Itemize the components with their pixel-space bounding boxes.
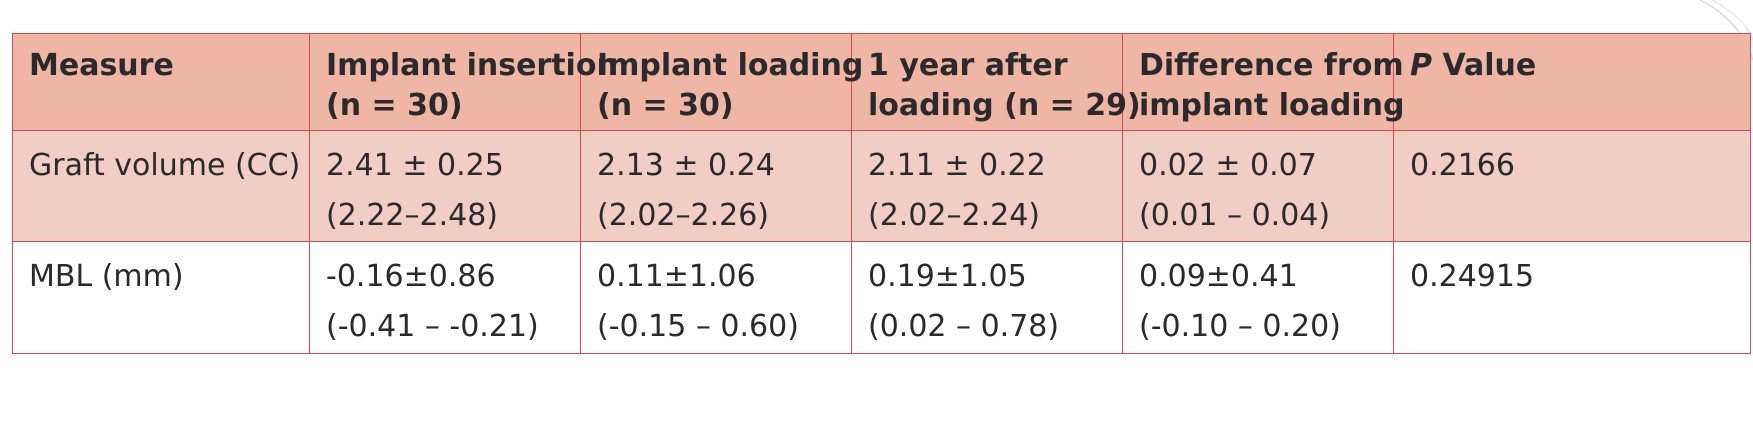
header-label: 1 year after: [868, 48, 1068, 83]
value-cell: 2.13 ± 0.24 (2.02–2.26): [580, 130, 852, 242]
measure-cell: Graft volume (CC): [12, 130, 310, 242]
header-measure: Measure: [12, 33, 310, 131]
measure-label: MBL (mm): [29, 259, 184, 294]
header-label: P Value: [1410, 46, 1734, 86]
value-cell: 0.02 ± 0.07 (0.01 – 0.04): [1122, 130, 1394, 242]
header-difference: Difference from implant loading: [1122, 33, 1405, 131]
header-sublabel: implant loading: [1139, 88, 1405, 123]
header-implant-insertion: Implant insertion (n = 30): [309, 33, 618, 131]
results-table: Measure Implant insertion (n = 30) Impla…: [12, 33, 1751, 354]
table-row: MBL (mm) -0.16±0.86 (-0.41 – -0.21) 0.11…: [12, 241, 1751, 354]
p-value-cell: 0.2166: [1393, 130, 1751, 242]
mean-value: 0.09±0.41: [1139, 259, 1298, 294]
header-p-italic: P: [1410, 48, 1432, 83]
value-cell: 2.41 ± 0.25 (2.22–2.48): [309, 130, 581, 242]
range-value: (2.02–2.26): [597, 198, 770, 233]
table-row: Graft volume (CC) 2.41 ± 0.25 (2.22–2.48…: [12, 130, 1751, 242]
mean-value: -0.16±0.86: [326, 259, 496, 294]
range-value: (0.01 – 0.04): [1139, 198, 1331, 233]
header-one-year-after: 1 year after loading (n = 29): [851, 33, 1141, 131]
header-row: Measure Implant insertion (n = 30) Impla…: [12, 33, 1751, 131]
value-cell: 0.11±1.06 (-0.15 – 0.60): [580, 241, 852, 354]
range-value: (2.22–2.48): [326, 198, 499, 233]
measure-cell: MBL (mm): [12, 241, 310, 354]
value-cell: 0.09±0.41 (-0.10 – 0.20): [1122, 241, 1394, 354]
header-implant-loading: Implant loading (n = 30): [580, 33, 864, 131]
range-value: (0.02 – 0.78): [868, 309, 1060, 344]
mean-value: 0.11±1.06: [597, 259, 756, 294]
mean-value: 0.02 ± 0.07: [1139, 148, 1317, 183]
mean-value: 2.11 ± 0.22: [868, 148, 1046, 183]
header-sublabel: (n = 30): [597, 88, 734, 123]
range-value: (-0.10 – 0.20): [1139, 309, 1341, 344]
range-value: (-0.41 – -0.21): [326, 309, 539, 344]
measure-label: Graft volume (CC): [29, 148, 301, 183]
header-label: Measure: [29, 48, 174, 83]
range-value: (-0.15 – 0.60): [597, 309, 799, 344]
header-label: Implant loading: [597, 48, 864, 83]
value-cell: -0.16±0.86 (-0.41 – -0.21): [309, 241, 581, 354]
header-sublabel: loading (n = 29): [868, 88, 1141, 123]
header-p-rest: Value: [1432, 48, 1537, 83]
header-label: Difference from: [1139, 48, 1404, 83]
p-value: 0.2166: [1410, 148, 1515, 183]
p-value-cell: 0.24915: [1393, 241, 1751, 354]
p-value: 0.24915: [1410, 259, 1535, 294]
range-value: (2.02–2.24): [868, 198, 1041, 233]
header-sublabel: (n = 30): [326, 88, 463, 123]
value-cell: 0.19±1.05 (0.02 – 0.78): [851, 241, 1123, 354]
value-cell: 2.11 ± 0.22 (2.02–2.24): [851, 130, 1123, 242]
header-p-value: P Value: [1393, 33, 1751, 131]
mean-value: 2.41 ± 0.25: [326, 148, 504, 183]
mean-value: 0.19±1.05: [868, 259, 1027, 294]
mean-value: 2.13 ± 0.24: [597, 148, 775, 183]
header-label: Implant insertion: [326, 48, 618, 83]
